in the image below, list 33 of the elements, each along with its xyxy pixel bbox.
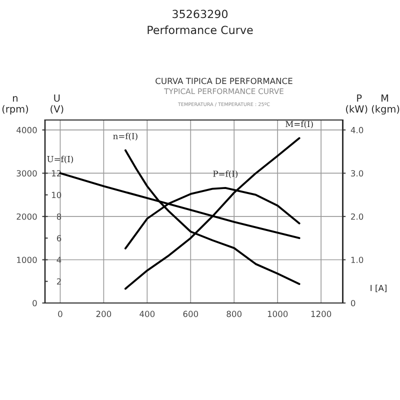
x-tick-label: 0	[58, 310, 62, 318]
y2-tick-label: 0	[350, 300, 356, 306]
x-tick-label: 800	[226, 310, 242, 318]
x-tick-label: 600	[183, 310, 198, 318]
y3-tick-label: 6	[56, 235, 62, 242]
series-label: M=f(I)	[286, 120, 313, 128]
series-label: n=f(I)	[113, 132, 138, 140]
y3-tick-label: 8	[56, 213, 62, 220]
y3-tick-label: 2	[56, 278, 61, 285]
chart-title: 35263290	[172, 10, 228, 18]
x-axis-title: I [A]	[370, 284, 386, 292]
x-tick-label: 400	[140, 310, 155, 318]
x-tick-label: 200	[96, 310, 112, 318]
y-tick-label: 3000	[16, 170, 37, 176]
chart-subtitle: Performance Curve	[148, 26, 253, 34]
y-tick-label: 2000	[16, 213, 37, 220]
series-label: U=f(I)	[47, 156, 73, 164]
text: CURVA TIPICA DE PERFORMANCE	[156, 78, 292, 84]
series-label: P=f(I)	[213, 170, 238, 178]
y3-tick-label: 4	[56, 256, 62, 263]
y2-tick-label: 2.0	[351, 213, 364, 220]
y-tick-label: 0	[32, 300, 37, 306]
y-axis-title: n (rpm)	[2, 96, 28, 115]
y-tick-label: 1000	[17, 256, 37, 264]
y2-tick-label: 4.0	[350, 126, 364, 134]
y2-tick-label: 3.0	[351, 170, 364, 176]
x-tick-label: 1000	[268, 310, 288, 318]
y2-axis-title: P M (kW) (kgm)	[346, 94, 400, 115]
y-tick-label: 4000	[16, 126, 37, 134]
y3-axis-title: U (V)	[50, 94, 64, 114]
y2-tick-label: 1.0	[351, 256, 364, 264]
x-tick-label: 1200	[311, 310, 332, 318]
y3-tick-label: 10	[52, 192, 62, 198]
